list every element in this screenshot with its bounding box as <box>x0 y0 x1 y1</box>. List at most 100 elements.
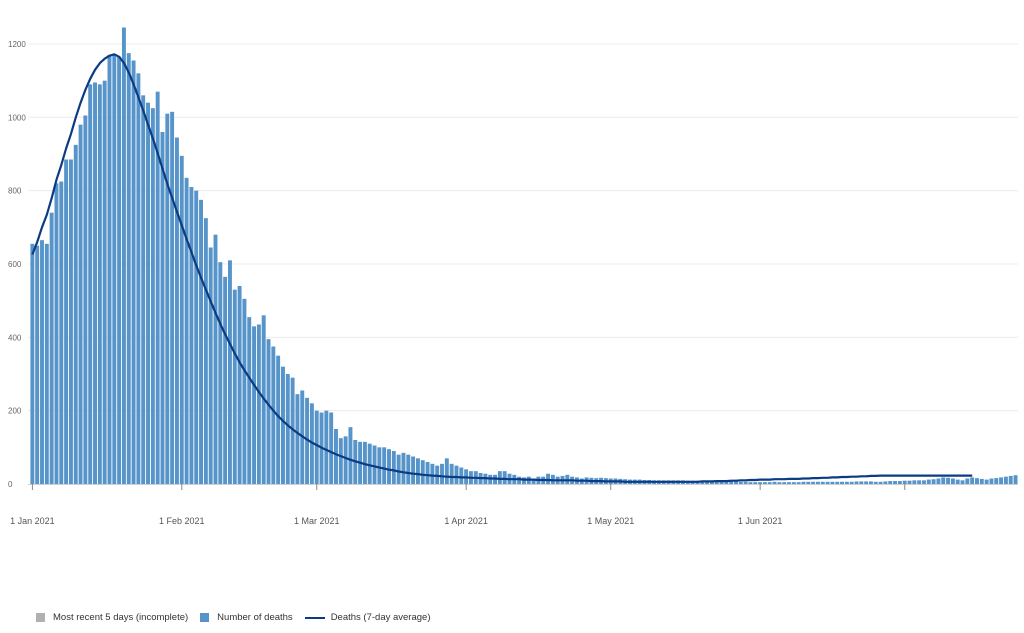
bar <box>801 481 806 484</box>
bar <box>835 481 840 484</box>
bar <box>811 481 816 484</box>
bar <box>415 458 420 484</box>
x-tick-label: 1 Apr 2021 <box>444 516 488 526</box>
bar <box>444 458 449 484</box>
average-line <box>31 53 973 483</box>
bar <box>999 477 1004 484</box>
bar <box>208 247 213 484</box>
bar <box>247 317 252 484</box>
bar <box>854 481 859 484</box>
bar <box>266 339 271 484</box>
average-swatch <box>304 616 325 619</box>
bar <box>93 82 97 484</box>
bar <box>989 478 994 484</box>
bar <box>425 462 430 484</box>
bar <box>888 481 893 484</box>
bar <box>213 234 218 484</box>
x-tick-label: 1 May 2021 <box>587 516 634 526</box>
bar <box>107 55 112 484</box>
bar <box>753 482 758 484</box>
bar <box>546 473 551 484</box>
bar <box>242 298 247 484</box>
bar <box>931 479 936 484</box>
bar <box>285 374 290 484</box>
bar <box>290 377 295 484</box>
bar <box>762 482 767 484</box>
bar <box>936 478 941 484</box>
bar <box>97 84 102 484</box>
legend-item-incomplete[interactable]: Most recent 5 days (incomplete) <box>36 612 188 623</box>
bar <box>946 477 951 484</box>
bar <box>521 477 526 484</box>
bar <box>184 177 189 485</box>
bar <box>994 478 999 484</box>
bar <box>160 132 165 484</box>
bar <box>189 187 194 484</box>
bar <box>849 481 854 484</box>
bar <box>411 456 416 484</box>
x-tick-label: 1 Feb 2021 <box>159 516 205 526</box>
bar <box>902 480 907 484</box>
bar <box>868 481 873 484</box>
bar <box>777 482 782 484</box>
bar <box>748 482 753 484</box>
y-tick-label: 1200 <box>8 40 26 49</box>
bar <box>878 481 883 484</box>
bar <box>454 465 459 484</box>
bar <box>199 199 204 485</box>
bar <box>59 181 64 484</box>
bar <box>218 262 223 484</box>
bar <box>314 410 319 484</box>
bar <box>825 481 830 484</box>
bar <box>44 243 49 484</box>
bar <box>440 463 444 484</box>
bar <box>194 190 199 484</box>
bar <box>917 480 922 484</box>
bar <box>960 480 965 484</box>
y-tick-label: 200 <box>8 407 22 416</box>
bar <box>343 436 348 484</box>
bar <box>420 460 425 484</box>
bar <box>922 480 926 484</box>
bar <box>1008 475 1013 484</box>
bar <box>329 412 334 484</box>
bar <box>367 443 372 484</box>
bar <box>131 60 136 484</box>
deaths-chart: 0 200 400 600 800 1000 1200 1 Jan 2021 1 Feb 202… <box>8 27 1018 526</box>
bar <box>714 480 719 484</box>
bar <box>897 481 902 484</box>
bar <box>237 286 242 484</box>
bar <box>334 429 338 484</box>
bar <box>305 397 310 484</box>
bar <box>791 482 796 484</box>
bar <box>734 481 738 484</box>
bar <box>758 482 763 484</box>
legend-label-deaths: Number of deaths <box>217 612 293 623</box>
bar <box>179 155 184 485</box>
bar <box>338 438 343 484</box>
bar <box>449 463 454 484</box>
bar <box>40 240 44 484</box>
y-tick-label: 800 <box>8 187 22 196</box>
bar <box>907 480 912 484</box>
legend-item-average[interactable]: Deaths (7-day average) <box>304 612 431 623</box>
bar <box>295 394 300 484</box>
legend-label-incomplete: Most recent 5 days (incomplete) <box>53 612 189 623</box>
bar <box>815 481 820 484</box>
y-tick-label: 0 <box>8 480 13 489</box>
bar <box>767 482 772 484</box>
bar <box>820 481 825 484</box>
bar <box>174 137 179 484</box>
bar <box>281 366 285 484</box>
bar <box>955 479 960 484</box>
bar <box>729 481 734 484</box>
bar <box>35 245 40 484</box>
bar <box>406 454 411 484</box>
bar <box>102 80 107 485</box>
bar <box>459 467 464 484</box>
bar <box>941 477 946 484</box>
bar <box>840 481 844 484</box>
legend-item-deaths[interactable]: Number of deaths <box>200 612 293 623</box>
bar <box>391 451 396 484</box>
bar <box>873 481 878 484</box>
